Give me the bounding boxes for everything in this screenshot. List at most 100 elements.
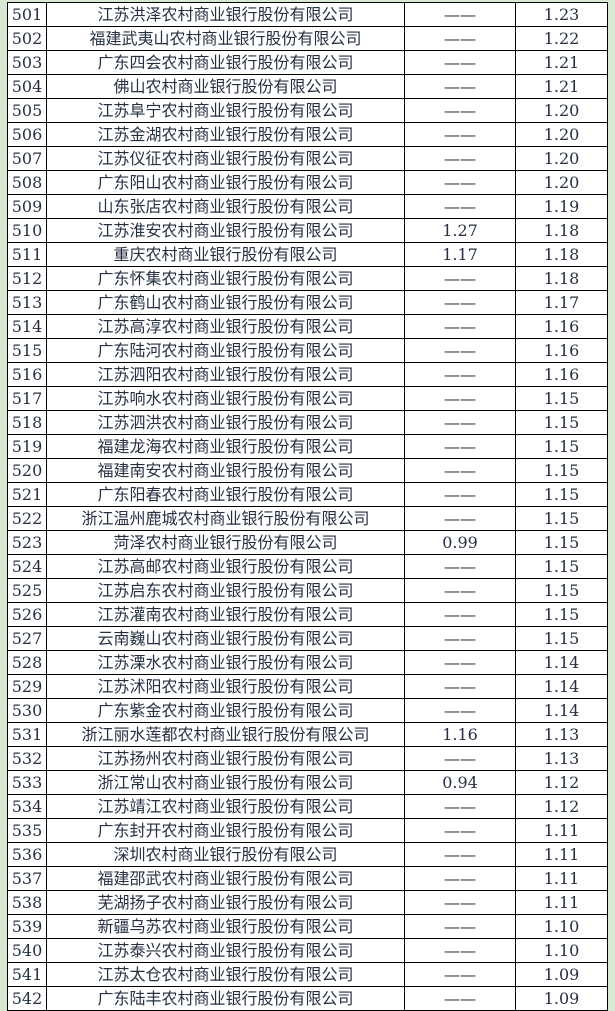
value2-cell: 1.15	[515, 626, 608, 651]
bank-name-cell: 重庆农村商业银行股份有限公司	[46, 242, 405, 267]
value2-cell: 1.15	[515, 386, 608, 411]
value2-cell: 1.20	[515, 98, 608, 123]
bank-name-cell: 山东张店农村商业银行股份有限公司	[46, 194, 405, 219]
table-row: 515 广东陆河农村商业银行股份有限公司 —— 1.16	[7, 338, 608, 363]
value1-cell: ——	[404, 842, 516, 867]
value1-cell: ——	[404, 290, 516, 315]
value2-cell: 1.20	[515, 122, 608, 147]
bank-name-cell: 浙江丽水莲都农村商业银行股份有限公司	[46, 722, 405, 747]
bank-name-cell: 江苏太仓农村商业银行股份有限公司	[46, 962, 405, 987]
value1-cell: ——	[404, 338, 516, 363]
value1-cell: ——	[404, 266, 516, 291]
table-row: 513 广东鹤山农村商业银行股份有限公司 —— 1.17	[7, 290, 608, 315]
bank-name-cell: 福建南安农村商业银行股份有限公司	[46, 458, 405, 483]
value2-cell: 1.11	[515, 818, 608, 843]
value2-cell: 1.21	[515, 50, 608, 75]
bank-name-cell: 广东封开农村商业银行股份有限公司	[46, 818, 405, 843]
bank-name-cell: 江苏泗洪农村商业银行股份有限公司	[46, 410, 405, 435]
value2-cell: 1.11	[515, 890, 608, 915]
value1-cell: ——	[404, 50, 516, 75]
value1-cell: ——	[404, 938, 516, 963]
value1-cell: ——	[404, 986, 516, 1011]
bank-name-cell: 江苏启东农村商业银行股份有限公司	[46, 578, 405, 603]
bank-name-cell: 江苏泰兴农村商业银行股份有限公司	[46, 938, 405, 963]
value2-cell: 1.12	[515, 794, 608, 819]
value2-cell: 1.14	[515, 698, 608, 723]
value1-cell: ——	[404, 314, 516, 339]
value1-cell: ——	[404, 674, 516, 699]
value2-cell: 1.19	[515, 194, 608, 219]
value1-cell: ——	[404, 122, 516, 147]
rank-cell: 541	[7, 962, 47, 987]
table-row: 517 江苏响水农村商业银行股份有限公司 —— 1.15	[7, 386, 608, 411]
bank-ranking-table-container: 501 江苏洪泽农村商业银行股份有限公司 —— 1.23 502 福建武夷山农村商业银行股…	[7, 2, 608, 1011]
value2-cell: 1.10	[515, 938, 608, 963]
value2-cell: 1.23	[515, 2, 608, 27]
value1-cell: ——	[404, 74, 516, 99]
rank-cell: 530	[7, 698, 47, 723]
bank-name-cell: 江苏扬州农村商业银行股份有限公司	[46, 746, 405, 771]
bank-name-cell: 江苏洪泽农村商业银行股份有限公司	[46, 2, 405, 27]
bank-name-cell: 福建邵武农村商业银行股份有限公司	[46, 866, 405, 891]
rank-cell: 538	[7, 890, 47, 915]
rank-cell: 522	[7, 506, 47, 531]
value2-cell: 1.09	[515, 986, 608, 1011]
value2-cell: 1.18	[515, 218, 608, 243]
table-row: 540 江苏泰兴农村商业银行股份有限公司 —— 1.10	[7, 938, 608, 963]
table-row: 538 芜湖扬子农村商业银行股份有限公司 —— 1.11	[7, 890, 608, 915]
rank-cell: 526	[7, 602, 47, 627]
rank-cell: 523	[7, 530, 47, 555]
rank-cell: 514	[7, 314, 47, 339]
rank-cell: 535	[7, 818, 47, 843]
bank-name-cell: 广东陆丰农村商业银行股份有限公司	[46, 986, 405, 1011]
rank-cell: 542	[7, 986, 47, 1011]
rank-cell: 518	[7, 410, 47, 435]
value1-cell: ——	[404, 170, 516, 195]
value1-cell: ——	[404, 410, 516, 435]
table-row: 528 江苏溧水农村商业银行股份有限公司 —— 1.14	[7, 650, 608, 675]
value1-cell: ——	[404, 98, 516, 123]
table-row: 510 江苏淮安农村商业银行股份有限公司 1.27 1.18	[7, 218, 608, 243]
rank-cell: 539	[7, 914, 47, 939]
value2-cell: 1.20	[515, 170, 608, 195]
value2-cell: 1.13	[515, 746, 608, 771]
value2-cell: 1.20	[515, 146, 608, 171]
value1-cell: ——	[404, 458, 516, 483]
value2-cell: 1.15	[515, 602, 608, 627]
rank-cell: 529	[7, 674, 47, 699]
table-row: 506 江苏金湖农村商业银行股份有限公司 —— 1.20	[7, 122, 608, 147]
table-row: 542 广东陆丰农村商业银行股份有限公司 —— 1.09	[7, 986, 608, 1011]
bank-name-cell: 广东怀集农村商业银行股份有限公司	[46, 266, 405, 291]
value1-cell: 1.27	[404, 218, 516, 243]
bank-name-cell: 江苏阜宁农村商业银行股份有限公司	[46, 98, 405, 123]
table-row: 503 广东四会农村商业银行股份有限公司 —— 1.21	[7, 50, 608, 75]
rank-cell: 540	[7, 938, 47, 963]
table-row: 501 江苏洪泽农村商业银行股份有限公司 —— 1.23	[7, 2, 608, 27]
table-row: 534 江苏靖江农村商业银行股份有限公司 —— 1.12	[7, 794, 608, 819]
value2-cell: 1.12	[515, 770, 608, 795]
table-row: 512 广东怀集农村商业银行股份有限公司 —— 1.18	[7, 266, 608, 291]
table-row: 524 江苏高邮农村商业银行股份有限公司 —— 1.15	[7, 554, 608, 579]
rank-cell: 527	[7, 626, 47, 651]
bank-name-cell: 广东四会农村商业银行股份有限公司	[46, 50, 405, 75]
bank-name-cell: 新疆乌苏农村商业银行股份有限公司	[46, 914, 405, 939]
table-row: 536 深圳农村商业银行股份有限公司 —— 1.11	[7, 842, 608, 867]
bank-name-cell: 广东陆河农村商业银行股份有限公司	[46, 338, 405, 363]
rank-cell: 512	[7, 266, 47, 291]
bank-name-cell: 浙江常山农村商业银行股份有限公司	[46, 770, 405, 795]
table-row: 523 菏泽农村商业银行股份有限公司 0.99 1.15	[7, 530, 608, 555]
value1-cell: ——	[404, 698, 516, 723]
value1-cell: ——	[404, 26, 516, 51]
value1-cell: ——	[404, 914, 516, 939]
table-row: 514 江苏高淳农村商业银行股份有限公司 —— 1.16	[7, 314, 608, 339]
value1-cell: ——	[404, 746, 516, 771]
value2-cell: 1.15	[515, 506, 608, 531]
bank-name-cell: 佛山农村商业银行股份有限公司	[46, 74, 405, 99]
rank-cell: 508	[7, 170, 47, 195]
value2-cell: 1.22	[515, 26, 608, 51]
table-row: 519 福建龙海农村商业银行股份有限公司 —— 1.15	[7, 434, 608, 459]
bank-name-cell: 浙江温州鹿城农村商业银行股份有限公司	[46, 506, 405, 531]
bank-name-cell: 广东阳春农村商业银行股份有限公司	[46, 482, 405, 507]
value2-cell: 1.18	[515, 242, 608, 267]
bank-name-cell: 芜湖扬子农村商业银行股份有限公司	[46, 890, 405, 915]
